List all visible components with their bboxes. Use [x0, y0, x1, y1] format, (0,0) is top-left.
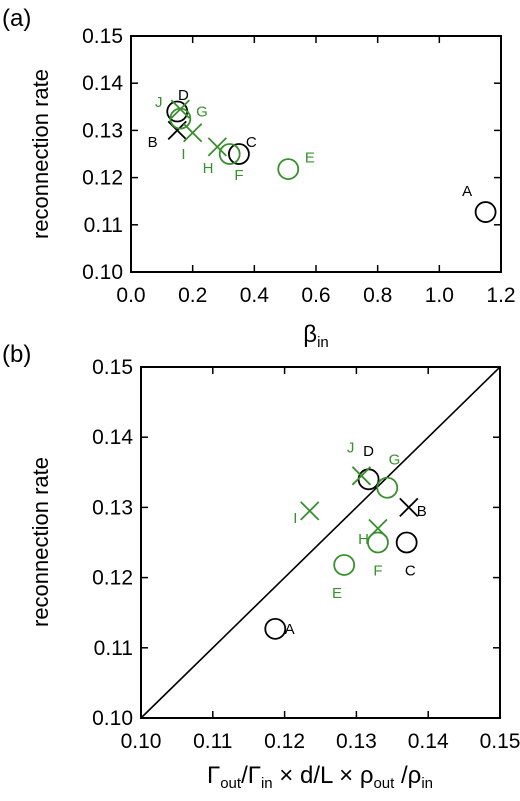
panel-a-point-f-circle: [218, 143, 241, 165]
panel-a-point-f-label: F: [234, 167, 243, 184]
panel-b-point-f-circle: [367, 531, 389, 554]
panel-b-ytick-label: 0.13: [92, 496, 133, 519]
panel-b-ytick-label: 0.14: [92, 426, 133, 449]
panel-b-point-h-label: H: [358, 531, 369, 548]
panel-b-point-i-label: I: [293, 510, 297, 527]
panel-b-reference-line: [140, 366, 501, 719]
panel-b-point-b-cross: [399, 497, 419, 518]
panel-b-xtick-label: 0.10: [121, 730, 162, 753]
panel-a-xtick-label: 0.2: [178, 284, 207, 307]
panel-a-point-i-cross: [183, 123, 203, 143]
panel-a-ytick-label: 0.14: [82, 72, 123, 95]
panel-a-point-j-label: J: [155, 94, 163, 111]
panel-a-point-h-cross: [207, 137, 227, 157]
panel-b-ytick-label: 0.10: [92, 707, 133, 730]
panel-b-ytick-label: 0.15: [92, 356, 133, 379]
panel-b-point-c-label: C: [405, 563, 416, 580]
panel-a-ylabel: reconnection rate: [28, 69, 53, 239]
panel-a-xtick-label: 0.0: [116, 284, 145, 307]
panel-b-point-e-label: E: [332, 585, 342, 602]
panel-a-point-c-label: C: [246, 134, 257, 151]
panel-a-xtick-label: 0.6: [301, 284, 330, 307]
panel-b-point-b-label: B: [417, 503, 427, 520]
panel-b-xlabel: Γout/Γin × d/L × ρout /ρin: [207, 762, 433, 792]
panel-a-ticks: 0.0 0.2 0.4 0.6 0.8 1.0 1.2 0.10 0.11 0.12 0.13 0.1…: [82, 25, 515, 307]
panel-b-point-e-circle: [333, 554, 356, 576]
panel-a-point-e-circle: [277, 158, 300, 181]
panel-b: (b) 0.10 0.11 0.12 0.13 0.14 0.15 0.10 0.11 0.12…: [2, 341, 520, 792]
panel-a-point-c-circle: [228, 143, 250, 165]
panel-b-point-d-label: D: [363, 443, 374, 460]
panel-a-xlabel: βin: [303, 321, 329, 351]
panel-a-xtick-label: 1.2: [486, 284, 515, 307]
panel-a-ytick-label: 0.10: [82, 261, 123, 284]
panel-b-point-h-cross: [368, 518, 388, 539]
panel-a-point-j-cross: [170, 99, 190, 119]
panel-a-point-d-label: D: [178, 87, 189, 104]
panel-b-ytick-label: 0.12: [92, 567, 133, 590]
panel-a-label: (a): [2, 5, 31, 32]
panel-b-label: (b): [2, 341, 31, 368]
panel-b-point-j-cross: [351, 466, 372, 486]
panel-b-point-j-label: J: [347, 440, 355, 457]
panel-b-ytick-label: 0.11: [94, 637, 133, 660]
panel-a-point-a-circle: [474, 201, 497, 223]
panel-a-xtick-label: 1.0: [425, 284, 454, 307]
panel-b-ticks: 0.10 0.11 0.12 0.13 0.14 0.15 0.10 0.11 0.12 0.13…: [92, 356, 520, 753]
panel-a: (a) 0.0 0.2 0.4 0.6 0.8 1.0 1.2 0.10 0.11 0.12 0.1…: [2, 5, 516, 351]
panel-a-point-b-label: B: [148, 134, 158, 151]
panel-b-xtick-label: 0.12: [264, 730, 305, 753]
panel-a-point-h-label: H: [203, 160, 214, 177]
panel-b-ylabel: reconnection rate: [28, 457, 53, 627]
panel-a-ytick-label: 0.13: [82, 119, 123, 142]
panel-b-point-a-circle: [264, 617, 287, 640]
panel-b-xtick-label: 0.14: [408, 730, 449, 753]
panel-a-point-g-label: G: [196, 104, 208, 121]
panel-a-point-i-label: I: [181, 146, 185, 163]
panel-b-point-c-circle: [395, 531, 418, 554]
panel-b-points: A B C D E F G H I J: [264, 440, 427, 640]
panel-b-point-a-label: A: [285, 621, 295, 638]
panel-b-point-g-circle: [376, 476, 399, 499]
panel-a-points: A B C D E F G H I J: [148, 87, 497, 223]
panel-b-xtick-label: 0.15: [480, 730, 520, 753]
panel-a-xtick-label: 0.4: [240, 284, 270, 307]
panel-b-xtick-label: 0.11: [193, 730, 232, 753]
panel-a-point-g-circle: [169, 107, 192, 130]
panel-a-point-e-label: E: [305, 149, 315, 166]
panel-b-point-d-circle: [357, 468, 380, 491]
panel-b-point-g-label: G: [389, 452, 401, 469]
panel-a-ytick-label: 0.11: [84, 214, 123, 237]
panel-a-ytick-label: 0.12: [82, 167, 123, 190]
panel-a-xtick-label: 0.8: [363, 284, 392, 307]
panel-a-ytick-label: 0.15: [82, 25, 123, 48]
panel-b-frame: [140, 366, 501, 719]
panel-b-xtick-label: 0.13: [336, 730, 377, 753]
panel-b-point-f-label: F: [373, 563, 382, 580]
panel-a-frame: [130, 35, 502, 273]
panel-a-point-a-label: A: [462, 183, 472, 200]
panel-b-point-i-cross: [300, 501, 320, 521]
